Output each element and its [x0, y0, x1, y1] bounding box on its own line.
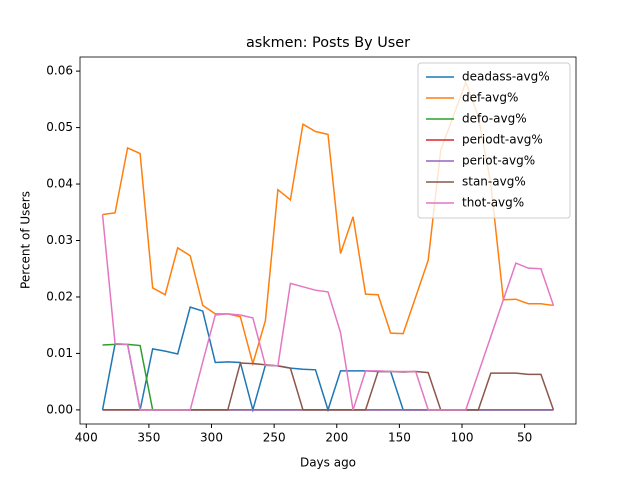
x-tick-label: 300: [200, 431, 223, 445]
legend-label: defo-avg%: [462, 112, 527, 126]
y-tick-label: 0.05: [46, 120, 73, 134]
x-tick-label: 250: [263, 431, 286, 445]
legend-label: def-avg%: [462, 91, 518, 105]
x-tick-label: 350: [137, 431, 160, 445]
legend-label: deadass-avg%: [462, 70, 550, 84]
y-tick-label: 0.06: [46, 64, 73, 78]
y-tick-label: 0.04: [46, 177, 73, 191]
y-tick-label: 0.01: [46, 346, 73, 360]
chart-title: askmen: Posts By User: [246, 35, 410, 51]
x-tick-label: 100: [451, 431, 474, 445]
series-line: [101, 214, 555, 411]
y-tick-label: 0.02: [46, 289, 73, 303]
x-tick-label: 400: [75, 431, 98, 445]
x-axis-label: Days ago: [300, 456, 356, 470]
y-tick-label: 0.00: [46, 402, 73, 416]
y-tick-label: 0.03: [46, 233, 73, 247]
x-tick-label: 200: [325, 431, 348, 445]
y-axis-label: Percent of Users: [19, 191, 33, 289]
x-tick-label: 50: [517, 431, 532, 445]
legend-box: [417, 62, 571, 219]
legend-label: periodt-avg%: [462, 133, 543, 147]
legend-label: stan-avg%: [462, 175, 526, 189]
legend-label: thot-avg%: [462, 196, 524, 210]
axes-frame: [79, 56, 577, 425]
legend-label: periot-avg%: [462, 154, 535, 168]
x-tick-label: 150: [388, 431, 411, 445]
